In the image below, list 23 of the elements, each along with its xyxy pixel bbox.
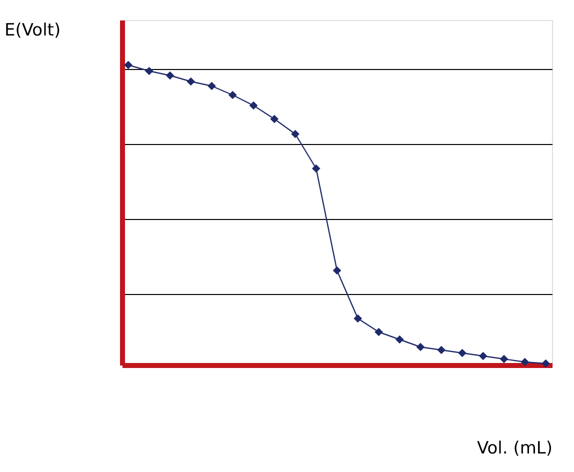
point bbox=[208, 82, 216, 90]
point bbox=[520, 358, 530, 366]
point bbox=[374, 328, 383, 336]
x-axis-title: Vol. (mL) bbox=[476, 438, 552, 458]
point bbox=[166, 71, 174, 80]
point bbox=[354, 314, 362, 323]
point bbox=[478, 352, 488, 360]
point bbox=[312, 164, 320, 173]
point bbox=[437, 346, 446, 354]
point bbox=[458, 348, 466, 358]
point bbox=[291, 130, 300, 138]
point bbox=[249, 101, 258, 110]
point bbox=[228, 90, 237, 100]
y-axis-title: E(Volt) bbox=[4, 20, 61, 40]
point bbox=[332, 266, 342, 275]
point bbox=[395, 335, 404, 344]
point bbox=[500, 354, 508, 364]
point bbox=[186, 77, 196, 86]
point bbox=[124, 60, 132, 70]
point bbox=[416, 342, 425, 352]
point bbox=[542, 359, 550, 368]
point bbox=[144, 66, 154, 76]
point bbox=[270, 114, 279, 124]
